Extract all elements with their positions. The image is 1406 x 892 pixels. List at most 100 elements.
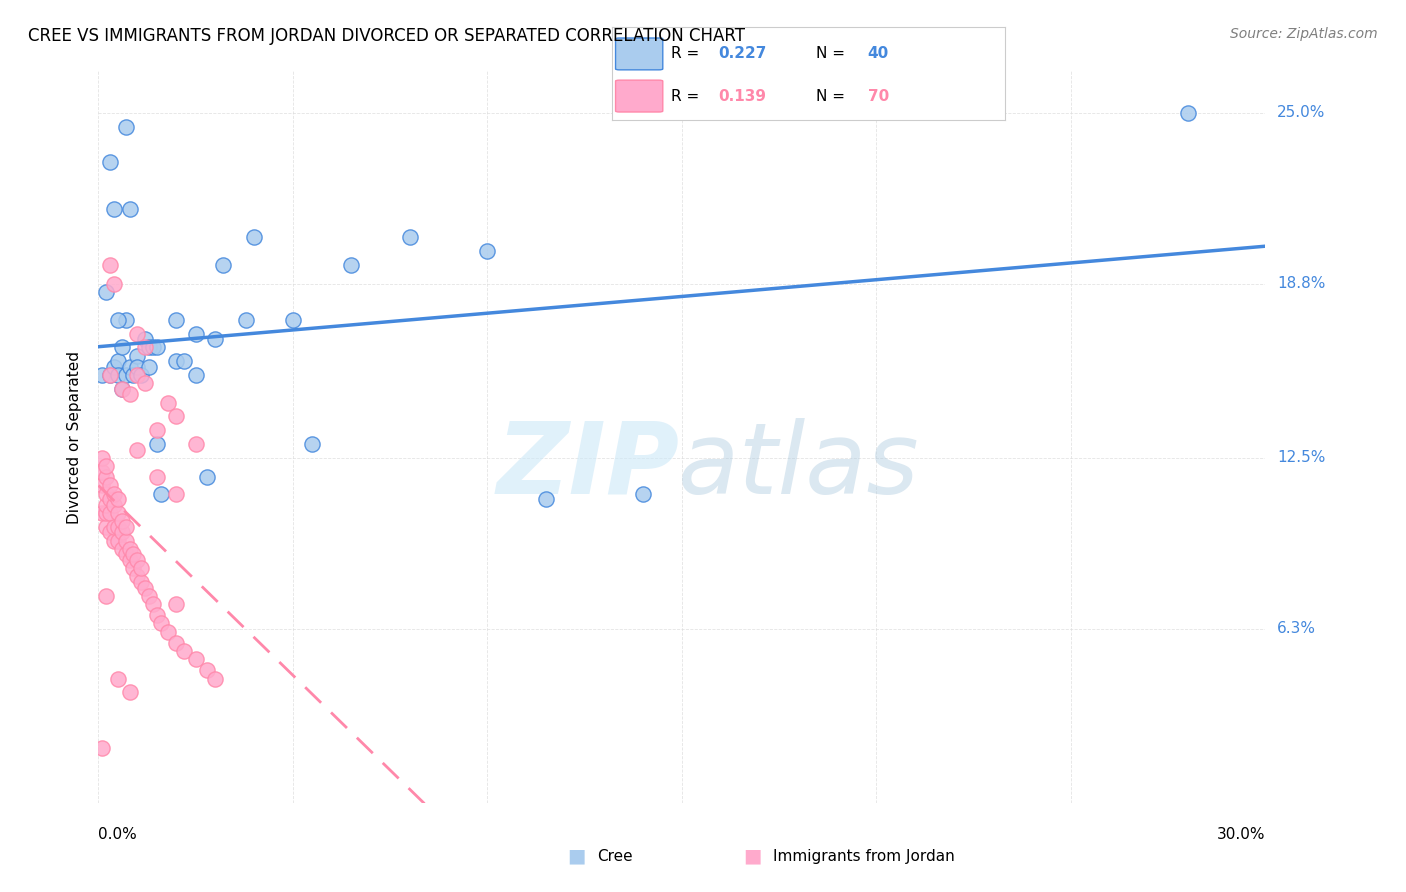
Point (103, 486, 125, 500)
Point (96, 589, 118, 603)
Point (129, 574, 152, 589)
Point (146, 437, 169, 451)
Point (98, 525, 121, 540)
Point (107, 520, 129, 534)
Point (184, 326, 207, 341)
Point (111, 340, 134, 354)
Point (114, 548, 136, 562)
Text: Immigrants from Jordan: Immigrants from Jordan (773, 849, 955, 863)
Point (134, 581, 156, 595)
Point (243, 230, 266, 244)
Point (122, 561, 145, 575)
Text: 12.5%: 12.5% (1277, 450, 1326, 466)
Point (165, 636, 187, 650)
Point (165, 312, 187, 326)
Point (129, 561, 152, 575)
Point (127, 442, 149, 457)
Point (157, 395, 180, 409)
Point (96, 470, 118, 484)
Point (114, 368, 136, 382)
Point (142, 340, 165, 354)
Point (134, 376, 156, 391)
Text: 25.0%: 25.0% (1277, 105, 1326, 120)
Text: CREE VS IMMIGRANTS FROM JORDAN DIVORCED OR SEPARATED CORRELATION CHART: CREE VS IMMIGRANTS FROM JORDAN DIVORCED … (28, 27, 745, 45)
Point (146, 608, 169, 623)
Point (146, 423, 169, 437)
Point (118, 541, 141, 556)
Point (134, 332, 156, 346)
Point (118, 387, 141, 401)
Point (138, 589, 160, 603)
Point (165, 597, 187, 611)
Point (98, 506, 121, 520)
Point (195, 470, 218, 484)
Point (631, 486, 654, 500)
Point (173, 644, 195, 658)
Point (122, 368, 145, 382)
Point (204, 332, 226, 346)
Point (103, 498, 125, 512)
Point (98, 155, 121, 169)
Point (91, 478, 114, 492)
Point (103, 520, 125, 534)
Text: 0.139: 0.139 (718, 88, 766, 103)
Point (118, 359, 141, 374)
Point (96, 506, 118, 520)
Point (103, 277, 125, 291)
Point (146, 470, 169, 484)
Point (96, 498, 118, 512)
Point (98, 368, 121, 382)
Point (98, 258, 121, 272)
Point (96, 285, 118, 300)
Point (118, 553, 141, 567)
Text: N =: N = (817, 46, 851, 62)
Point (98, 478, 121, 492)
Point (118, 685, 141, 699)
Point (184, 368, 207, 382)
Point (212, 258, 235, 272)
Point (91, 740, 114, 755)
Text: 30.0%: 30.0% (1218, 827, 1265, 841)
Point (111, 382, 134, 396)
FancyBboxPatch shape (616, 80, 662, 112)
Point (142, 597, 165, 611)
Y-axis label: Divorced or Separated: Divorced or Separated (66, 351, 82, 524)
Text: ZIP: ZIP (498, 417, 681, 515)
Text: Cree: Cree (598, 849, 633, 863)
Text: 18.8%: 18.8% (1277, 277, 1326, 292)
Point (1177, 105, 1199, 120)
Point (281, 312, 304, 326)
Point (96, 486, 118, 500)
Point (204, 672, 226, 686)
Point (340, 258, 363, 272)
FancyBboxPatch shape (616, 38, 662, 70)
Point (98, 492, 121, 507)
Text: ■: ■ (567, 847, 586, 866)
Point (114, 312, 136, 326)
Point (165, 409, 187, 424)
Point (127, 349, 149, 363)
Point (107, 354, 129, 368)
Point (127, 553, 149, 567)
Point (91, 506, 114, 520)
Point (107, 672, 129, 686)
Text: 40: 40 (868, 46, 889, 62)
Point (129, 368, 152, 382)
Point (127, 569, 149, 583)
Point (96, 458, 118, 473)
Point (127, 359, 149, 374)
Point (103, 533, 125, 548)
Point (165, 486, 187, 500)
Text: atlas: atlas (678, 417, 920, 515)
Point (173, 354, 195, 368)
Text: ■: ■ (742, 847, 762, 866)
Point (534, 492, 557, 507)
Point (103, 202, 125, 217)
Point (301, 437, 323, 451)
Point (138, 340, 160, 354)
Point (149, 486, 172, 500)
Point (235, 312, 257, 326)
Point (114, 533, 136, 548)
Point (107, 312, 129, 326)
Point (111, 514, 134, 528)
